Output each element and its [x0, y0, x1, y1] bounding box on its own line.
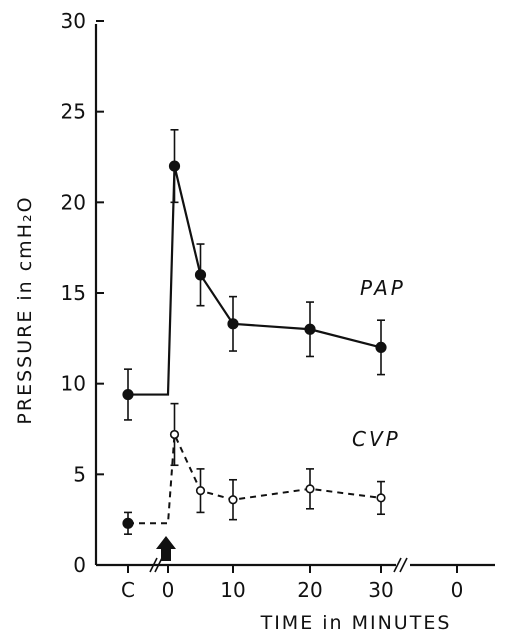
- y-tick-label-0: 0: [73, 553, 86, 577]
- data-point: [122, 517, 134, 529]
- arrow-up-icon: [156, 536, 176, 561]
- series-cvp: [122, 402, 386, 535]
- data-point: [305, 484, 315, 494]
- data-point: [122, 388, 134, 401]
- x-axis-break-1: [149, 557, 163, 573]
- y-tick-label-10: 10: [61, 372, 86, 396]
- x-tick-label-1: 0: [162, 578, 175, 602]
- series-label-cvp: CVP: [352, 427, 401, 451]
- x-axis-break-2: [393, 557, 408, 573]
- data-point: [169, 429, 180, 440]
- series-line-pap: [128, 165, 382, 396]
- data-point: [194, 269, 207, 281]
- y-tick-label-30: 30: [61, 9, 86, 33]
- series-layer: [122, 129, 387, 535]
- series-label-pap: PAP: [360, 276, 406, 300]
- x-tick-label-0: C: [121, 578, 135, 602]
- series-line-cvp: [128, 430, 382, 525]
- x-tick-label-4: 30: [368, 578, 393, 602]
- x-axis-label: TIME in MINUTES: [260, 612, 452, 634]
- data-point: [376, 493, 386, 503]
- x-tick-label-3: 20: [297, 578, 322, 602]
- x-ticks: C 0 10 20 30 0: [121, 565, 463, 602]
- x-tick-label-5: 0: [451, 578, 464, 602]
- y-tick-label-15: 15: [61, 281, 86, 305]
- data-point: [375, 341, 387, 354]
- y-tick-label-25: 25: [61, 100, 86, 124]
- y-tick-label-20: 20: [61, 190, 86, 214]
- y-tick-label-5: 5: [73, 462, 86, 486]
- data-point: [168, 160, 181, 172]
- data-point: [228, 495, 238, 505]
- data-point: [304, 323, 316, 335]
- y-ticks: 0 5 10 15 20 25 30: [61, 9, 104, 577]
- data-point: [227, 318, 239, 330]
- y-axis-label: PRESSURE in cmH₂O: [14, 195, 36, 424]
- series-pap: [122, 129, 387, 421]
- x-tick-label-2: 10: [220, 578, 245, 602]
- axes: [94, 24, 495, 573]
- data-point: [195, 486, 206, 496]
